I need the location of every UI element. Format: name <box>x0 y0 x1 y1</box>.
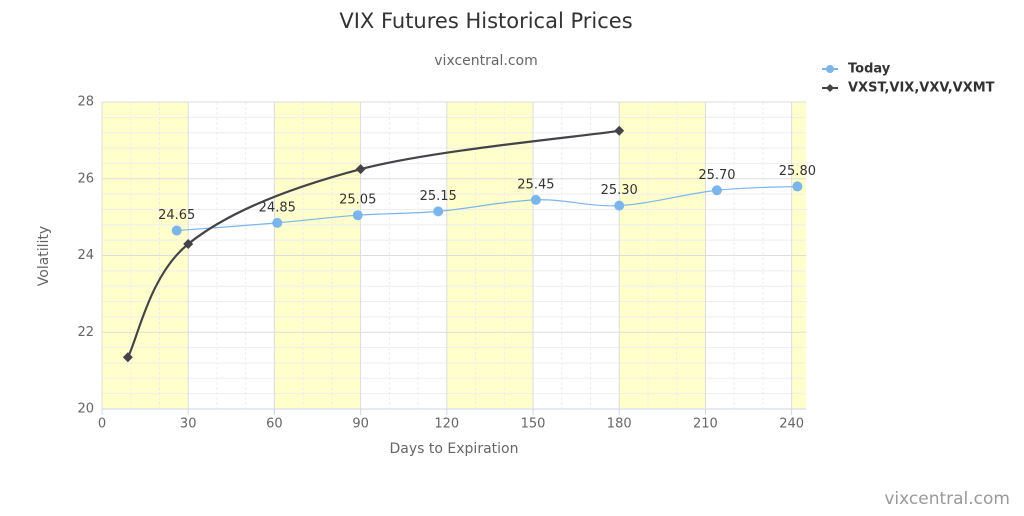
point <box>122 352 133 363</box>
x-tick-label: 30 <box>180 417 197 432</box>
x-tick-label: 90 <box>352 417 369 432</box>
data-label: 25.15 <box>420 189 457 204</box>
point <box>272 217 283 228</box>
x-tick-label: 180 <box>607 417 632 432</box>
y-axis-label: Volatility <box>36 226 52 286</box>
point <box>614 200 625 211</box>
y-tick-label: 20 <box>77 402 94 417</box>
point <box>355 164 366 175</box>
x-tick-label: 0 <box>98 417 106 432</box>
data-label: 25.70 <box>698 168 735 183</box>
x-tick-label: 240 <box>779 417 804 432</box>
data-label: 25.30 <box>601 183 638 198</box>
y-tick-label: 24 <box>77 248 94 263</box>
legend-label: Today <box>848 62 891 77</box>
x-tick-label: 60 <box>266 417 283 432</box>
chart-subtitle: vixcentral.com <box>434 53 537 69</box>
point <box>711 185 722 196</box>
legend-marker <box>826 84 834 92</box>
point <box>183 238 194 249</box>
point <box>352 210 363 221</box>
point <box>530 194 541 205</box>
x-tick-label: 150 <box>521 417 546 432</box>
y-tick-label: 28 <box>77 95 94 110</box>
data-label: 25.80 <box>779 164 816 179</box>
data-label: 25.05 <box>339 193 376 208</box>
data-label: 24.65 <box>158 208 195 223</box>
series-line <box>126 129 620 358</box>
data-label: 24.85 <box>259 200 296 215</box>
y-tick-label: 26 <box>77 171 94 186</box>
x-tick-label: 210 <box>693 417 718 432</box>
y-tick-label: 22 <box>77 325 94 340</box>
point <box>433 206 444 217</box>
data-label: 25.45 <box>517 177 554 192</box>
point <box>614 125 625 136</box>
chart-title: VIX Futures Historical Prices <box>339 9 632 33</box>
point <box>171 225 182 236</box>
legend-marker <box>826 65 834 73</box>
watermark: vixcentral.com <box>884 489 1010 509</box>
point <box>792 181 803 192</box>
x-tick-label: 120 <box>434 417 459 432</box>
legend-label: VXST,VIX,VXV,VXMT <box>848 81 995 96</box>
x-axis-label: Days to Expiration <box>390 441 519 457</box>
